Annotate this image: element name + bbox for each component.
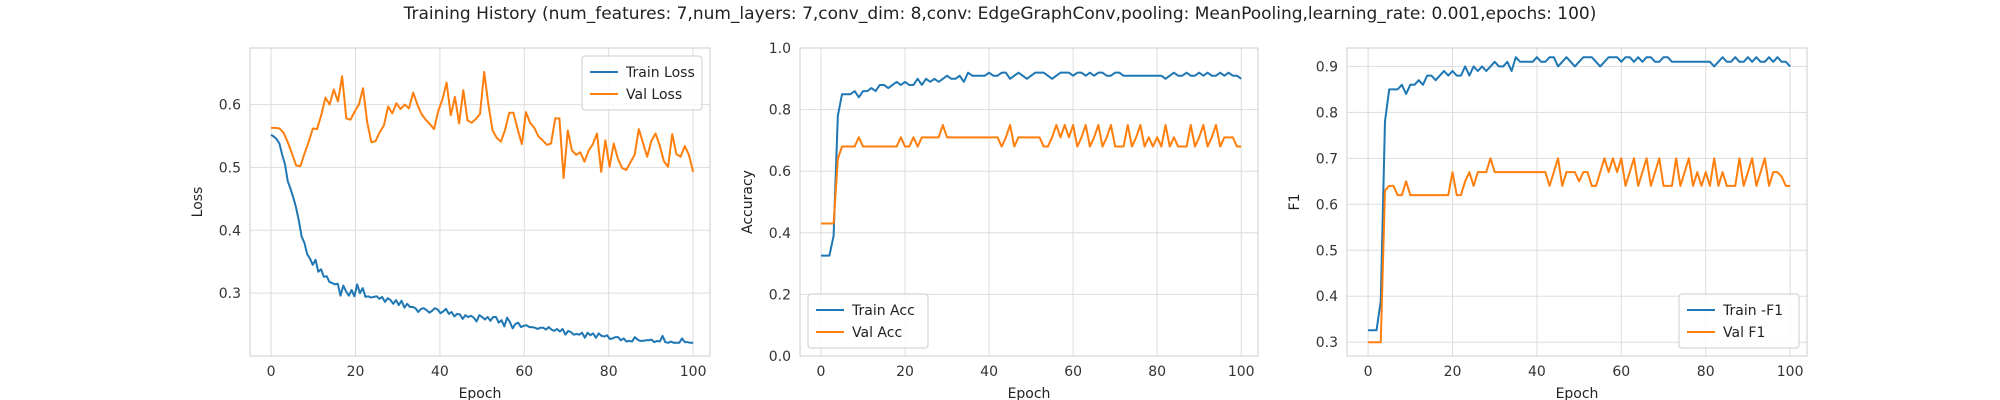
legend: Train -F1 Val F1 [1678,293,1800,349]
legend-label: Train Loss [625,65,695,81]
y-tick-label: 0.6 [219,98,241,114]
x-tick-label: 60 [1612,364,1630,380]
legend: Train Loss Val Loss [581,55,703,111]
y-tick-label: 0.8 [769,103,791,119]
axes-frame [1346,47,1808,357]
legend-box [581,55,703,111]
x-tick-label: 100 [1228,364,1255,380]
axes-frame [249,47,711,357]
x-tick-label: 80 [1697,364,1715,380]
y-tick-label: 0.9 [1316,59,1338,75]
y-axis-label: Accuracy [740,170,756,234]
series-line-1 [1368,56,1791,332]
y-axis-label: Loss [190,187,206,218]
y-tick-label: 0.7 [1316,151,1338,167]
y-tick-label: 0.5 [219,160,241,176]
x-tick-label: 100 [680,364,707,380]
y-tick-label: 0.3 [219,286,241,302]
y-tick-label: 0.8 [1316,105,1338,121]
y-tick-label: 0.4 [1316,289,1338,305]
axes-frame [799,47,1259,357]
x-tick-label: 20 [896,364,914,380]
y-tick-label: 0.0 [769,349,791,365]
series-line-2 [1368,157,1791,344]
x-tick-label: 20 [1444,364,1462,380]
legend-label: Train -F1 [1722,303,1783,319]
x-tick-label: 40 [431,364,449,380]
legend-box [807,293,929,349]
x-tick-label: 80 [1148,364,1166,380]
y-tick-label: 0.4 [769,226,791,242]
legend: Train Acc Val Acc [807,293,929,349]
y-tick-label: 0.5 [1316,243,1338,259]
x-tick-label: 80 [600,364,618,380]
series-line-1 [270,133,694,344]
chart-2: 0 20 40 60 80 100 0.0 0.2 0.4 0.6 0.8 1.0 Epoch Accur… [740,41,1259,400]
x-axis-label: Epoch [459,386,502,400]
chart-1: 0 20 40 60 80 100 0.3 0.4 0.5 0.6 Epoch Loss Train L… [190,47,711,400]
x-tick-label: 60 [1064,364,1082,380]
x-tick-label: 0 [267,364,276,380]
legend-label: Train Acc [851,303,915,319]
x-tick-label: 20 [347,364,365,380]
legend-label: Val Acc [852,325,902,341]
y-tick-label: 1.0 [769,41,791,57]
chart-3: 0 20 40 60 80 100 0.3 0.4 0.5 0.6 0.7 0.8 0.9 Epoch F1… [1287,47,1808,400]
x-tick-label: 40 [1528,364,1546,380]
x-tick-label: 0 [1364,364,1373,380]
x-axis-label: Epoch [1008,386,1051,400]
series-line-2 [821,124,1242,225]
legend-label: Val F1 [1723,325,1765,341]
y-tick-label: 0.3 [1316,335,1338,351]
y-tick-label: 0.6 [769,164,791,180]
x-tick-label: 0 [817,364,826,380]
x-axis-label: Epoch [1556,386,1599,400]
series-line-1 [821,71,1242,257]
x-tick-label: 40 [980,364,998,380]
x-tick-label: 60 [515,364,533,380]
y-tick-label: 0.4 [219,223,241,239]
legend-label: Val Loss [626,87,682,103]
x-tick-label: 100 [1777,364,1804,380]
y-axis-label: F1 [1287,194,1303,211]
series-line-2 [271,70,695,180]
y-tick-label: 0.2 [769,287,791,303]
legend-box [1678,293,1800,349]
y-tick-label: 0.6 [1316,197,1338,213]
figure-title: Training History (num_features: 7,num_la… [403,4,1597,24]
